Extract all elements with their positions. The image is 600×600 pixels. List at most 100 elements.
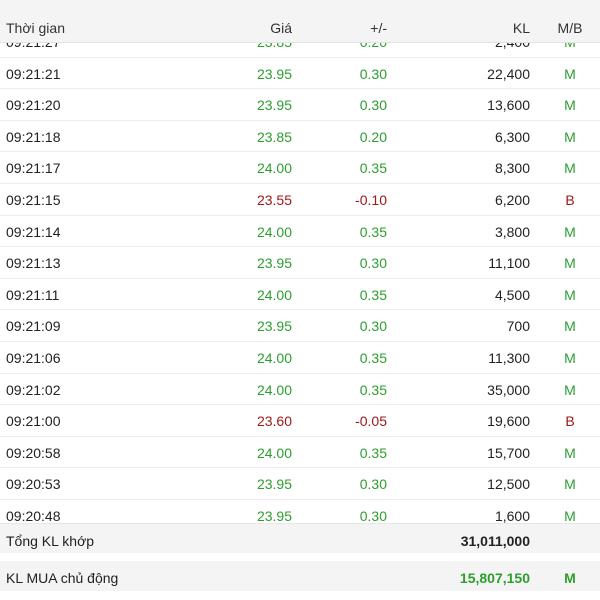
trade-volume: 12,500 <box>487 476 530 493</box>
trade-volume: 35,000 <box>487 381 530 398</box>
trade-time: 09:20:53 <box>6 476 61 493</box>
trade-change: 0.35 <box>359 349 387 366</box>
trade-time: 09:21:06 <box>6 349 61 366</box>
trade-side: M <box>564 223 576 240</box>
trade-volume: 6,300 <box>494 128 530 145</box>
trade-change: 0.35 <box>359 223 387 240</box>
table-row[interactable]: 09:21:09 23.95 0.30 700 M <box>0 310 600 342</box>
trade-side: M <box>564 381 576 398</box>
total-volume-value: 31,011,000 <box>460 533 530 549</box>
table-row[interactable]: 09:20:58 24.00 0.35 15,700 M <box>0 436 600 469</box>
trade-time: 09:21:11 <box>6 286 60 303</box>
trade-price: 23.95 <box>256 255 292 272</box>
table-row[interactable]: 09:21:20 23.95 0.30 13,600 M <box>0 89 600 121</box>
trade-volume: 19,600 <box>487 413 530 430</box>
trade-volume: 13,600 <box>487 97 530 114</box>
trade-change: 0.30 <box>359 318 387 335</box>
table-row[interactable]: 09:21:14 24.00 0.35 3,800 M <box>0 215 600 248</box>
active-buy-side: M <box>564 570 576 586</box>
trade-side: M <box>564 476 576 493</box>
trade-volume: 8,300 <box>494 160 530 177</box>
trade-price: 23.95 <box>256 476 292 493</box>
column-header-volume[interactable]: KL <box>512 20 530 36</box>
active-buy-volume-label: KL MUA chủ động <box>6 570 119 586</box>
trade-price: 23.60 <box>256 413 292 430</box>
trade-list[interactable]: 09:21:2723.850.202,400M09:21:2123.950.30… <box>0 26 600 532</box>
trade-volume: 15,700 <box>487 444 530 461</box>
column-header-price[interactable]: Giá <box>270 20 292 36</box>
trade-price: 24.00 <box>256 381 292 398</box>
active-buy-volume-value: 15,807,150 <box>459 570 530 586</box>
table-row[interactable]: 09:21:21 23.95 0.30 22,400 M <box>0 57 600 90</box>
trade-price: 24.00 <box>256 349 292 366</box>
trade-change: 0.30 <box>359 65 387 82</box>
trade-change: 0.35 <box>359 160 387 177</box>
trade-time: 09:21:02 <box>6 381 61 398</box>
total-volume-row: Tổng KL khớp 31,011,000 <box>0 523 600 554</box>
trade-volume: 1,600 <box>494 507 530 524</box>
trade-side: M <box>564 65 576 82</box>
trade-side: M <box>564 349 576 366</box>
table-row[interactable]: 09:20:53 23.95 0.30 12,500 M <box>0 468 600 500</box>
trade-side: M <box>564 318 576 335</box>
trade-price: 23.55 <box>256 191 292 208</box>
table-row[interactable]: 09:21:00 23.60 -0.05 19,600 B <box>0 405 600 437</box>
table-row[interactable]: 09:21:02 24.00 0.35 35,000 M <box>0 373 600 406</box>
table-row[interactable]: 09:21:18 23.85 0.20 6,300 M <box>0 120 600 153</box>
trade-volume: 11,300 <box>488 349 530 366</box>
active-buy-volume-row: KL MUA chủ động 15,807,150 M <box>0 561 600 591</box>
trade-price: 24.00 <box>256 444 292 461</box>
trade-time: 09:21:15 <box>6 191 61 208</box>
summary-divider <box>0 553 600 561</box>
trade-side: M <box>564 160 576 177</box>
trade-price: 24.00 <box>256 286 292 303</box>
trade-change: 0.20 <box>359 128 387 145</box>
trade-side: M <box>564 97 576 114</box>
column-header-change[interactable]: +/- <box>370 20 387 36</box>
trade-change: 0.35 <box>359 444 387 461</box>
trade-side: M <box>564 507 576 524</box>
trade-volume: 4,500 <box>494 286 530 303</box>
table-row[interactable]: 09:21:13 23.95 0.30 11,100 M <box>0 247 600 279</box>
trade-side: M <box>564 444 576 461</box>
trade-price: 23.85 <box>256 128 292 145</box>
trade-change: 0.35 <box>359 381 387 398</box>
trade-change: 0.30 <box>359 97 387 114</box>
table-row[interactable]: 09:21:15 23.55 -0.10 6,200 B <box>0 183 600 216</box>
table-row[interactable]: 09:21:17 24.00 0.35 8,300 M <box>0 152 600 184</box>
trade-price: 24.00 <box>256 160 292 177</box>
trade-volume: 11,100 <box>488 255 530 272</box>
trade-volume: 22,400 <box>487 65 530 82</box>
trade-change: -0.10 <box>355 191 387 208</box>
trade-change: 0.30 <box>359 507 387 524</box>
trade-price: 23.95 <box>256 318 292 335</box>
trade-price: 23.95 <box>256 97 292 114</box>
trade-time: 09:21:17 <box>6 160 61 177</box>
trade-change: 0.30 <box>359 255 387 272</box>
trade-change: -0.05 <box>355 413 387 430</box>
trade-time: 09:21:13 <box>6 255 61 272</box>
table-row[interactable]: 09:21:11 24.00 0.35 4,500 M <box>0 278 600 311</box>
trade-change: 0.35 <box>359 286 387 303</box>
trade-time: 09:20:48 <box>6 507 61 524</box>
table-header: Thời gian Giá +/- KL M/B <box>0 0 600 43</box>
column-header-side[interactable]: M/B <box>557 20 583 36</box>
trade-volume: 6,200 <box>494 191 530 208</box>
trade-price: 23.95 <box>256 507 292 524</box>
trade-side: B <box>565 413 575 430</box>
table-row[interactable]: 09:21:06 24.00 0.35 11,300 M <box>0 341 600 374</box>
total-volume-label: Tổng KL khớp <box>6 533 95 549</box>
trade-side: M <box>564 255 576 272</box>
trade-volume: 3,800 <box>494 223 530 240</box>
column-header-time[interactable]: Thời gian <box>6 20 65 36</box>
trade-time: 09:21:09 <box>6 318 61 335</box>
trade-volume: 700 <box>506 318 530 335</box>
trade-side: M <box>564 128 576 145</box>
trade-time: 09:21:14 <box>6 223 61 240</box>
trade-time: 09:21:00 <box>6 413 61 430</box>
trade-price: 24.00 <box>256 223 292 240</box>
trade-side: M <box>564 286 576 303</box>
trade-time: 09:21:21 <box>6 65 61 82</box>
trade-time: 09:21:18 <box>6 128 61 145</box>
